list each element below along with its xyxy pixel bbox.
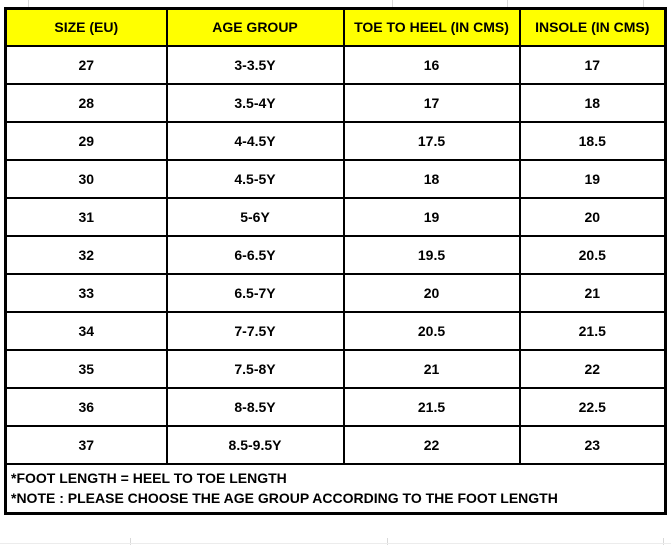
table-cell: 19 xyxy=(342,196,521,237)
table-cell: 34 xyxy=(4,310,168,351)
table-cell: 6-6.5Y xyxy=(165,234,345,275)
gridline xyxy=(663,538,664,545)
table-cell: 3-3.5Y xyxy=(165,44,345,85)
table-cell: 16 xyxy=(342,44,521,85)
table-cell: 19 xyxy=(518,158,667,199)
table-row: 31 5-6Y 19 20 xyxy=(4,196,667,237)
column-header-insole: INSOLE (IN CMS) xyxy=(518,7,667,47)
table-cell: 18.5 xyxy=(518,120,667,161)
table-cell: 18 xyxy=(342,158,521,199)
table-cell: 31 xyxy=(4,196,168,237)
table-cell: 5-6Y xyxy=(165,196,345,237)
column-header-size-eu: SIZE (EU) xyxy=(4,7,168,47)
table-row: 36 8-8.5Y 21.5 22.5 xyxy=(4,386,667,427)
footnote-foot-length: *FOOT LENGTH = HEEL TO TOE LENGTH xyxy=(11,469,287,486)
table-cell: 35 xyxy=(4,348,168,389)
table-cell: 23 xyxy=(518,424,667,465)
gridline xyxy=(28,0,29,7)
table-cell: 7-7.5Y xyxy=(165,310,345,351)
table-cell: 4.5-5Y xyxy=(165,158,345,199)
footnote-age-group: *NOTE : PLEASE CHOOSE THE AGE GROUP ACCO… xyxy=(11,489,558,506)
table-cell: 21 xyxy=(518,272,667,313)
footnotes-row: *FOOT LENGTH = HEEL TO TOE LENGTH *NOTE … xyxy=(4,462,667,514)
table-cell: 22.5 xyxy=(518,386,667,427)
gridline xyxy=(392,0,393,7)
table-cell: 37 xyxy=(4,424,168,465)
table-cell: 22 xyxy=(342,424,521,465)
table-cell: 29 xyxy=(4,120,168,161)
table-cell: 19.5 xyxy=(342,234,521,275)
table-body: 27 3-3.5Y 16 17 28 3.5-4Y 17 18 29 4-4.5Y 17.5 18.5… xyxy=(4,44,667,465)
table-row: 34 7-7.5Y 20.5 21.5 xyxy=(4,310,667,351)
table-cell: 17 xyxy=(518,44,667,85)
table-cell: 17 xyxy=(342,82,521,123)
gridline xyxy=(130,538,131,545)
table-cell: 17.5 xyxy=(342,120,521,161)
column-header-age-group: AGE GROUP xyxy=(165,7,345,47)
table-row: 27 3-3.5Y 16 17 xyxy=(4,44,667,85)
table-cell: 20 xyxy=(518,196,667,237)
table-row: 29 4-4.5Y 17.5 18.5 xyxy=(4,120,667,161)
table-cell: 8.5-9.5Y xyxy=(165,424,345,465)
table-row: 35 7.5-8Y 21 22 xyxy=(4,348,667,389)
table-row: 33 6.5-7Y 20 21 xyxy=(4,272,667,313)
table-cell: 8-8.5Y xyxy=(165,386,345,427)
gridline xyxy=(387,538,388,545)
table-cell: 7.5-8Y xyxy=(165,348,345,389)
table-cell: 6.5-7Y xyxy=(165,272,345,313)
gridline xyxy=(507,0,508,7)
table-cell: 3.5-4Y xyxy=(165,82,345,123)
table-cell: 21.5 xyxy=(518,310,667,351)
size-chart-table: SIZE (EU) AGE GROUP TOE TO HEEL (IN CMS)… xyxy=(4,7,667,515)
header-row: SIZE (EU) AGE GROUP TOE TO HEEL (IN CMS)… xyxy=(4,7,667,47)
table-footer: *FOOT LENGTH = HEEL TO TOE LENGTH *NOTE … xyxy=(4,462,667,514)
table-cell: 36 xyxy=(4,386,168,427)
table-cell: 30 xyxy=(4,158,168,199)
table-cell: 20.5 xyxy=(518,234,667,275)
table-cell: 20.5 xyxy=(342,310,521,351)
table-row: 37 8.5-9.5Y 22 23 xyxy=(4,424,667,465)
table-row: 32 6-6.5Y 19.5 20.5 xyxy=(4,234,667,275)
gridline xyxy=(0,543,671,544)
footnotes-cell: *FOOT LENGTH = HEEL TO TOE LENGTH *NOTE … xyxy=(4,462,667,514)
table-cell: 27 xyxy=(4,44,168,85)
column-header-toe-to-heel: TOE TO HEEL (IN CMS) xyxy=(342,7,521,47)
table-cell: 21 xyxy=(342,348,521,389)
table-row: 28 3.5-4Y 17 18 xyxy=(4,82,667,123)
table-cell: 20 xyxy=(342,272,521,313)
table-header: SIZE (EU) AGE GROUP TOE TO HEEL (IN CMS)… xyxy=(4,7,667,47)
table-cell: 4-4.5Y xyxy=(165,120,345,161)
table-cell: 33 xyxy=(4,272,168,313)
gridline xyxy=(643,0,644,7)
table-row: 30 4.5-5Y 18 19 xyxy=(4,158,667,199)
table-cell: 18 xyxy=(518,82,667,123)
table-cell: 21.5 xyxy=(342,386,521,427)
table-cell: 32 xyxy=(4,234,168,275)
table-cell: 22 xyxy=(518,348,667,389)
table-cell: 28 xyxy=(4,82,168,123)
